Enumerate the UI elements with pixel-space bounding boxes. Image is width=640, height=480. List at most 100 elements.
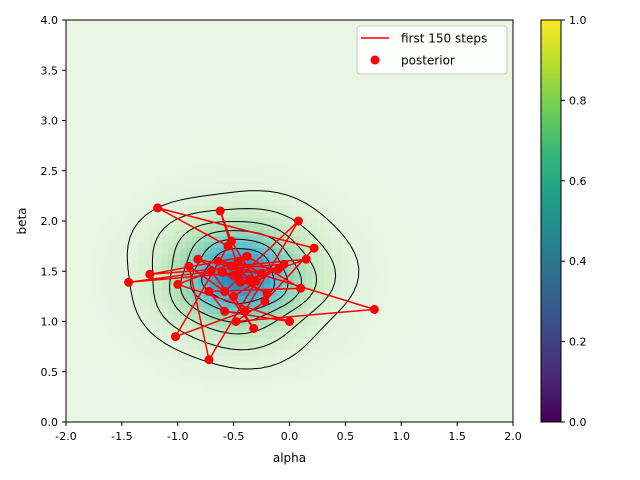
density-cell <box>336 356 343 363</box>
density-cell <box>234 182 241 189</box>
density-cell <box>402 326 409 333</box>
density-cell <box>306 86 313 93</box>
density-cell <box>156 32 163 39</box>
density-cell <box>486 20 493 27</box>
density-cell <box>228 170 235 177</box>
density-cell <box>174 56 181 63</box>
density-cell <box>342 314 349 321</box>
density-cell <box>282 68 289 75</box>
density-cell <box>240 176 247 183</box>
density-cell <box>426 164 433 171</box>
density-cell <box>234 86 241 93</box>
density-cell <box>138 338 145 345</box>
density-cell <box>390 194 397 201</box>
density-cell <box>114 230 121 237</box>
density-cell <box>414 104 421 111</box>
density-cell <box>162 380 169 387</box>
density-cell <box>156 284 163 291</box>
density-cell <box>354 332 361 339</box>
density-cell <box>396 74 403 81</box>
density-cell <box>216 62 223 69</box>
density-cell <box>168 56 175 63</box>
density-cell <box>498 200 505 207</box>
density-cell <box>240 290 247 297</box>
density-cell <box>492 266 499 273</box>
density-cell <box>492 188 499 195</box>
density-cell <box>498 80 505 87</box>
density-cell <box>498 20 505 27</box>
density-cell <box>246 62 253 69</box>
density-cell <box>216 74 223 81</box>
density-cell <box>456 212 463 219</box>
density-cell <box>150 338 157 345</box>
density-cell <box>462 164 469 171</box>
density-cell <box>258 50 265 57</box>
density-cell <box>222 110 229 117</box>
density-cell <box>174 194 181 201</box>
density-cell <box>396 86 403 93</box>
density-cell <box>510 92 513 99</box>
density-cell <box>222 68 229 75</box>
density-cell <box>246 302 253 309</box>
density-cell <box>168 194 175 201</box>
density-cell <box>246 404 253 411</box>
density-cell <box>294 104 301 111</box>
density-cell <box>246 398 253 405</box>
density-cell <box>210 332 217 339</box>
density-cell <box>252 164 259 171</box>
density-cell <box>510 62 513 69</box>
density-cell <box>78 98 85 105</box>
density-cell <box>420 278 427 285</box>
density-cell <box>510 242 513 249</box>
density-cell <box>216 218 223 225</box>
density-cell <box>264 194 271 201</box>
density-cell <box>300 158 307 165</box>
density-cell <box>216 374 223 381</box>
density-cell <box>144 152 151 159</box>
density-cell <box>66 26 73 33</box>
density-cell <box>360 86 367 93</box>
density-cell <box>216 386 223 393</box>
density-cell <box>234 338 241 345</box>
density-cell <box>258 56 265 63</box>
density-cell <box>450 212 457 219</box>
density-cell <box>324 122 331 129</box>
density-cell <box>420 332 427 339</box>
density-cell <box>192 242 199 249</box>
density-cell <box>390 20 397 27</box>
density-cell <box>114 362 121 369</box>
density-cell <box>324 218 331 225</box>
density-cell <box>204 158 211 165</box>
density-cell <box>468 320 475 327</box>
density-cell <box>66 152 73 159</box>
density-cell <box>360 344 367 351</box>
density-cell <box>372 266 379 273</box>
density-cell <box>72 92 79 99</box>
density-cell <box>456 92 463 99</box>
density-cell <box>78 176 85 183</box>
density-cell <box>84 272 91 279</box>
density-cell <box>108 56 115 63</box>
density-cell <box>114 212 121 219</box>
density-cell <box>414 128 421 135</box>
density-cell <box>66 158 73 165</box>
density-cell <box>126 110 133 117</box>
density-cell <box>96 26 103 33</box>
density-cell <box>300 20 307 27</box>
density-cell <box>216 86 223 93</box>
density-cell <box>318 194 325 201</box>
density-cell <box>126 290 133 297</box>
density-cell <box>312 224 319 231</box>
density-cell <box>78 50 85 57</box>
density-cell <box>270 80 277 87</box>
density-cell <box>210 26 217 33</box>
density-cell <box>360 218 367 225</box>
density-cell <box>342 290 349 297</box>
density-cell <box>240 116 247 123</box>
density-cell <box>378 218 385 225</box>
density-cell <box>318 26 325 33</box>
density-cell <box>318 314 325 321</box>
density-cell <box>294 26 301 33</box>
density-cell <box>210 278 217 285</box>
density-cell <box>138 32 145 39</box>
